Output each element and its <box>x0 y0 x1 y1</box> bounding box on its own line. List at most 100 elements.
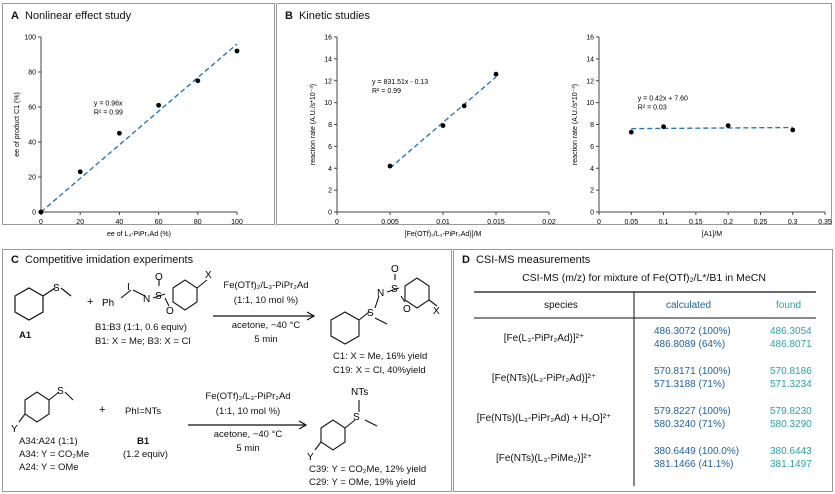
y-tick-label: 4 <box>328 166 332 173</box>
y-axis-label: reaction rate (A.U./s*10⁻³) <box>572 84 579 165</box>
x-tick-label: 0.2 <box>723 219 733 226</box>
data-point <box>461 103 467 109</box>
reaction-arrow-2 <box>188 420 308 430</box>
chart-b-right: 0 0.05 0.1 0.15 0.2 0.25 0.3 0.35 0 2 4 6 8 10 12 14 16 [… <box>572 35 832 239</box>
x-tick-label: 0.01 <box>436 219 450 226</box>
ms-found-value: 571.3234 <box>770 379 812 390</box>
product-c1-yield: C1: X = Me, 16% yield <box>333 351 428 362</box>
header-found: found <box>776 300 802 311</box>
data-point <box>628 129 634 135</box>
r1-time: 5 min <box>254 334 278 345</box>
x-axis-label: ee of L₃-PiPr₂Ad (%) <box>107 231 171 238</box>
fit-annotation: y = 0.42x + 7.60 <box>638 95 688 102</box>
x-tick-label: 0.35 <box>818 219 832 226</box>
y-tick-label: 0 <box>328 210 332 217</box>
ms-calculated-value: 486.8089 (64%) <box>654 339 726 350</box>
y-tick-label: 6 <box>328 144 332 151</box>
plus-sign-2: + <box>99 404 105 416</box>
ms-found-value: 486.3054 <box>770 326 812 337</box>
reagent-phi-nts: PhI=NTs <box>125 406 162 417</box>
a34-definition: A34: Y = CO₂Me <box>19 449 90 460</box>
panel-c-title-text: Competitive imidation experiments <box>24 254 194 266</box>
y-tick-label: 16 <box>324 35 332 42</box>
product-nitrogen: N <box>377 288 384 299</box>
r2-catalyst: Fe(OTf)₂/L₃-PiPr₂Ad <box>205 391 291 402</box>
r2-time: 5 min <box>236 443 260 454</box>
product-sulfonyl-sulfur: S <box>391 284 398 295</box>
product-oxygen-2: O <box>403 304 411 315</box>
r1-catalyst: Fe(OTf)₂/L₃-PiPr₂Ad <box>223 280 309 291</box>
y-tick-label: 10 <box>324 100 332 107</box>
x-tick-label: 0.015 <box>487 219 505 226</box>
data-point <box>234 48 240 54</box>
trend-line <box>40 43 238 213</box>
data-point <box>195 78 201 84</box>
data-point <box>117 130 122 136</box>
product-c1-c19-structure <box>330 274 438 345</box>
x-tick-label: 0.005 <box>381 219 399 226</box>
y-axis-label: reaction rate (A.U./s*10⁻³) <box>310 84 317 165</box>
panel-b-title: B Kinetic studies <box>285 10 370 22</box>
panel-a-letter: A <box>11 10 19 22</box>
fit-annotation: y = 0.96x <box>94 100 123 107</box>
substituent-x-label: X <box>205 270 212 281</box>
ms-found-value: 580.3290 <box>770 419 812 430</box>
chart-a: 0 20 40 60 80 100 0 20 40 60 80 100 ee of L₃-PiPr₂Ad… <box>14 35 243 239</box>
substituent-y-label: Y <box>11 424 18 435</box>
x-axis-label: [Fe(OTf)₂/L₃-PiPr₂Ad)]/M <box>405 231 482 238</box>
ms-calculated-value: 580.3240 (71%) <box>654 419 726 430</box>
sulfonyl-sulfur: S <box>155 291 162 302</box>
panel-c-title: C Competitive imidation experiments <box>11 254 193 266</box>
x-tick-label: 0 <box>335 219 339 226</box>
product-c19-yield: C19: X = Cl, 40%yield <box>333 365 426 376</box>
data-point <box>156 102 162 108</box>
reaction-1-structures: S + Ph I N S O O X <box>11 264 440 463</box>
y-tick-label: 12 <box>324 78 332 85</box>
r1-solvent-temp: acetone, −40 °C <box>231 320 301 331</box>
product2-nts-label: NTs <box>351 387 368 398</box>
substrate-a34-a24-structure <box>18 391 74 423</box>
y-tick-label: 12 <box>586 78 594 85</box>
y-tick-label: 8 <box>590 122 594 129</box>
panel-c-letter: C <box>11 254 19 266</box>
iodine-atom: I <box>127 282 130 293</box>
y-tick-label: 60 <box>28 105 36 112</box>
panel-d-title-text: CSI-MS measurements <box>475 254 591 266</box>
panel-a-title: A Nonlinear effect study <box>11 10 131 22</box>
panel-d: D CSI-MS measurements CSI-MS (m/z) for mi… <box>453 249 833 492</box>
reagent-b1-label: B1 <box>137 436 150 447</box>
y-tick-label: 14 <box>586 56 594 63</box>
ms-species: [Fe(NTs)(L₃-PiMe₂)]²⁺ <box>495 453 592 464</box>
y-tick-label: 0 <box>32 210 36 217</box>
y-tick-label: 0 <box>590 210 594 217</box>
y-tick-label: 14 <box>324 56 332 63</box>
a34-sulfur-atom: S <box>57 386 64 397</box>
panel-b-title-text: Kinetic studies <box>298 10 370 22</box>
y-tick-label: 8 <box>328 122 332 129</box>
ms-table-rules <box>474 291 816 486</box>
trend-line <box>631 126 793 130</box>
fit-annotation: R² = 0.03 <box>638 104 667 111</box>
ms-found-value: 579.8230 <box>770 406 812 417</box>
x-tick-label: 0.15 <box>689 219 703 226</box>
data-point <box>77 169 83 175</box>
y-tick-label: 6 <box>590 144 594 151</box>
x-tick-label: 100 <box>231 219 243 226</box>
nitrogen-atom: N <box>143 294 150 305</box>
substrate-a1-structure <box>14 287 72 321</box>
x-tick-label: 40 <box>116 219 124 226</box>
trend-line <box>389 76 497 169</box>
panel-d-title: D CSI-MS measurements <box>462 254 590 266</box>
x-tick-label: 0 <box>39 219 43 226</box>
sulfonyl-oxygen-2: O <box>166 306 174 317</box>
data-point <box>387 163 393 169</box>
sulfonyl-oxygen-1: O <box>155 272 163 283</box>
x-tick-label: 0.1 <box>659 219 669 226</box>
x-tick-label: 0 <box>597 219 601 226</box>
r2-loading: (1:1, 10 mol %) <box>215 406 281 417</box>
data-point <box>440 123 446 128</box>
panel-a-title-text: Nonlinear effect study <box>24 10 132 22</box>
ms-species: [Fe(NTs)(L₃-PiPr₂Ad) + H₂O]²⁺ <box>476 413 612 424</box>
product-sulfur: S <box>367 308 374 319</box>
product-c29-yield: C29: Y = OMe, 19% yield <box>309 477 416 488</box>
